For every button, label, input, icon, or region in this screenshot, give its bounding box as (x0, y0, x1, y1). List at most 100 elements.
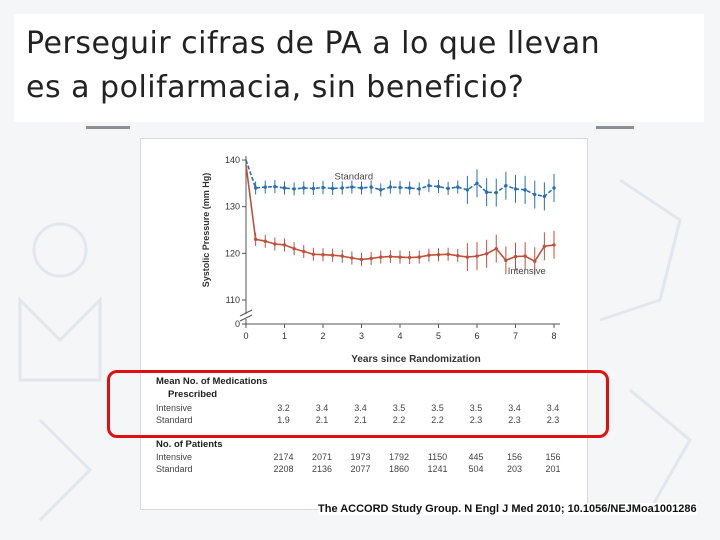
series-line (245, 164, 555, 263)
x-tick-label: 4 (397, 331, 402, 341)
x-tick-label: 1 (282, 331, 287, 341)
data-point (417, 187, 421, 191)
title-rule-right (596, 126, 634, 129)
table-header: No. of Patients (156, 439, 223, 450)
table-cell: 2174 (273, 452, 293, 462)
data-point (340, 254, 344, 258)
x-axis-label: Years since Randomization (351, 354, 481, 365)
table-cell: 156 (507, 452, 522, 462)
table-subheader: Prescribed (168, 389, 217, 400)
data-point (427, 253, 431, 257)
data-point (465, 255, 470, 259)
data-point (282, 243, 287, 247)
table-patients: No. of Patients Intensive 2174 2071 1973 1792… (156, 439, 561, 474)
data-point (436, 253, 441, 257)
table-cell: 2.3 (547, 415, 560, 425)
series-label-standard: Standard (335, 171, 374, 182)
table-cell: 1973 (350, 452, 370, 462)
data-point (282, 186, 287, 190)
title-box (14, 14, 704, 122)
data-point (456, 253, 460, 258)
bp-chart: 0 110 120 130 140 0 1 2 3 4 5 6 7 8 Years since Random… (156, 155, 561, 474)
table-cell: 201 (545, 464, 560, 474)
y-tick-label: 110 (226, 295, 240, 305)
x-tick-label: 8 (551, 331, 556, 341)
data-point (398, 185, 402, 190)
table-cell: 3.5 (431, 403, 444, 413)
table-cell: 2077 (350, 464, 370, 474)
table-cell: 1241 (427, 464, 447, 474)
table-cell: 2.1 (354, 415, 367, 425)
data-point (321, 185, 325, 190)
medications-highlight-box (107, 370, 609, 438)
axis-break-mark (239, 309, 253, 317)
data-point (465, 188, 470, 192)
table-cell: 2071 (312, 452, 332, 462)
data-point (321, 253, 325, 257)
table-row-label: Intensive (156, 452, 192, 462)
data-point (475, 254, 479, 258)
data-point (350, 256, 354, 260)
table-cell: 445 (468, 452, 483, 462)
data-point (379, 255, 383, 259)
table-cell: 3.5 (470, 403, 483, 413)
series-intensive (245, 164, 556, 276)
data-point (533, 259, 537, 263)
table-cell: 2.3 (470, 415, 483, 425)
data-point (475, 181, 479, 186)
table-cell: 156 (545, 452, 560, 462)
data-point (552, 186, 556, 190)
data-point (513, 187, 518, 191)
data-point (427, 183, 431, 188)
table-row-label: Standard (156, 415, 193, 425)
data-point (523, 188, 527, 192)
table-cell: 2.1 (316, 415, 329, 425)
data-point (552, 243, 556, 247)
data-point (407, 186, 412, 190)
table-medications: Mean No. of Medications Prescribed Intensi… (156, 376, 559, 425)
data-point (494, 246, 498, 251)
x-tick-label: 3 (359, 331, 364, 341)
data-point (369, 185, 373, 189)
data-point (292, 187, 296, 191)
table-cell: 203 (507, 464, 522, 474)
data-point (523, 254, 527, 258)
x-tick-label: 7 (513, 331, 518, 341)
data-point (398, 255, 402, 259)
table-cell: 3.2 (277, 403, 290, 413)
table-cell: 1792 (389, 452, 409, 462)
y-tick-label: 130 (225, 202, 240, 212)
table-cell: 3.4 (316, 403, 329, 413)
table-cell: 1.9 (277, 415, 290, 425)
data-point (253, 186, 258, 190)
table-row-label: Intensive (156, 403, 192, 413)
data-point (359, 186, 364, 190)
table-cell: 3.4 (547, 403, 560, 413)
slide-title-line-2: es a polifarmacia, sin beneficio? (26, 70, 525, 105)
x-tick-label: 2 (320, 331, 325, 341)
data-point (542, 244, 547, 249)
slide-title-line-1: Perseguir cifras de PA a lo que llevan (26, 26, 601, 61)
data-point (494, 190, 498, 195)
title-rule-left (86, 126, 130, 129)
table-cell: 3.4 (508, 403, 521, 413)
data-point (456, 185, 460, 189)
table-cell: 2136 (312, 464, 332, 474)
table-cell: 3.4 (354, 403, 367, 413)
data-point (407, 255, 412, 260)
table-cell: 2208 (273, 464, 293, 474)
data-point (302, 186, 306, 190)
data-point (330, 253, 335, 257)
data-point (302, 249, 306, 254)
data-point (273, 242, 277, 246)
data-point (263, 239, 267, 243)
y-tick-label: 140 (225, 155, 240, 165)
data-point (533, 192, 537, 197)
data-point (292, 246, 296, 251)
y-axis-label: Systolic Pressure (mm Hg) (201, 173, 211, 288)
citation: The ACCORD Study Group. N Engl J Med 201… (318, 503, 697, 515)
table-cell: 2.2 (431, 415, 444, 425)
y-tick-label: 0 (235, 319, 240, 329)
axis-break-mark (239, 314, 253, 322)
